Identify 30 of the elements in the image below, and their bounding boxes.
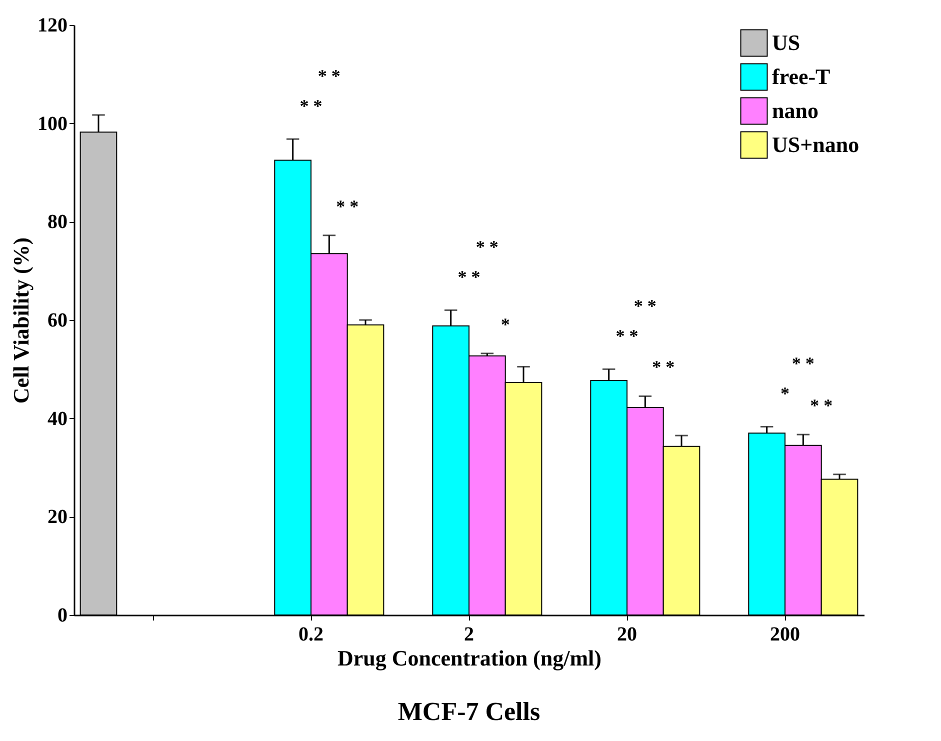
legend-label: US [772,30,800,55]
annotation: * [500,314,510,334]
annotation: * * [616,326,638,346]
y-tick-label: 120 [38,14,68,36]
legend-label: free-T [772,64,831,89]
text: MCF-7 Cells [398,697,540,726]
x-tick-label: 0.2 [298,624,324,646]
y-tick-label: 0 [58,604,68,626]
y-tick-label: 80 [48,211,68,234]
x-tick-label: 2 [464,624,474,646]
x-tick-label: 20 [617,624,637,646]
y-tick-label: 100 [38,112,68,135]
y-tick-label: 20 [48,506,68,528]
annotation: * * [634,296,656,316]
legend-label: US+nano [772,132,860,157]
annotation: * [780,384,790,404]
y-axis-title: Cell Viability (%) [8,237,34,404]
y-tick-label: 60 [48,310,68,332]
x-tick-label: 200 [770,624,800,646]
x-axis-title: Drug Concentration (ng/ml) [338,646,602,670]
annotation: * * [318,66,340,86]
legend-label: nano [772,98,818,123]
annotation: * * [792,354,814,374]
annotation: * * [458,267,480,288]
annotation: * * [300,96,322,116]
annotation: * * [810,396,833,416]
y-tick-label: 40 [48,408,68,430]
annotation: * * [476,237,498,258]
annotation: * * [652,357,675,378]
annotation: * * [336,196,359,216]
